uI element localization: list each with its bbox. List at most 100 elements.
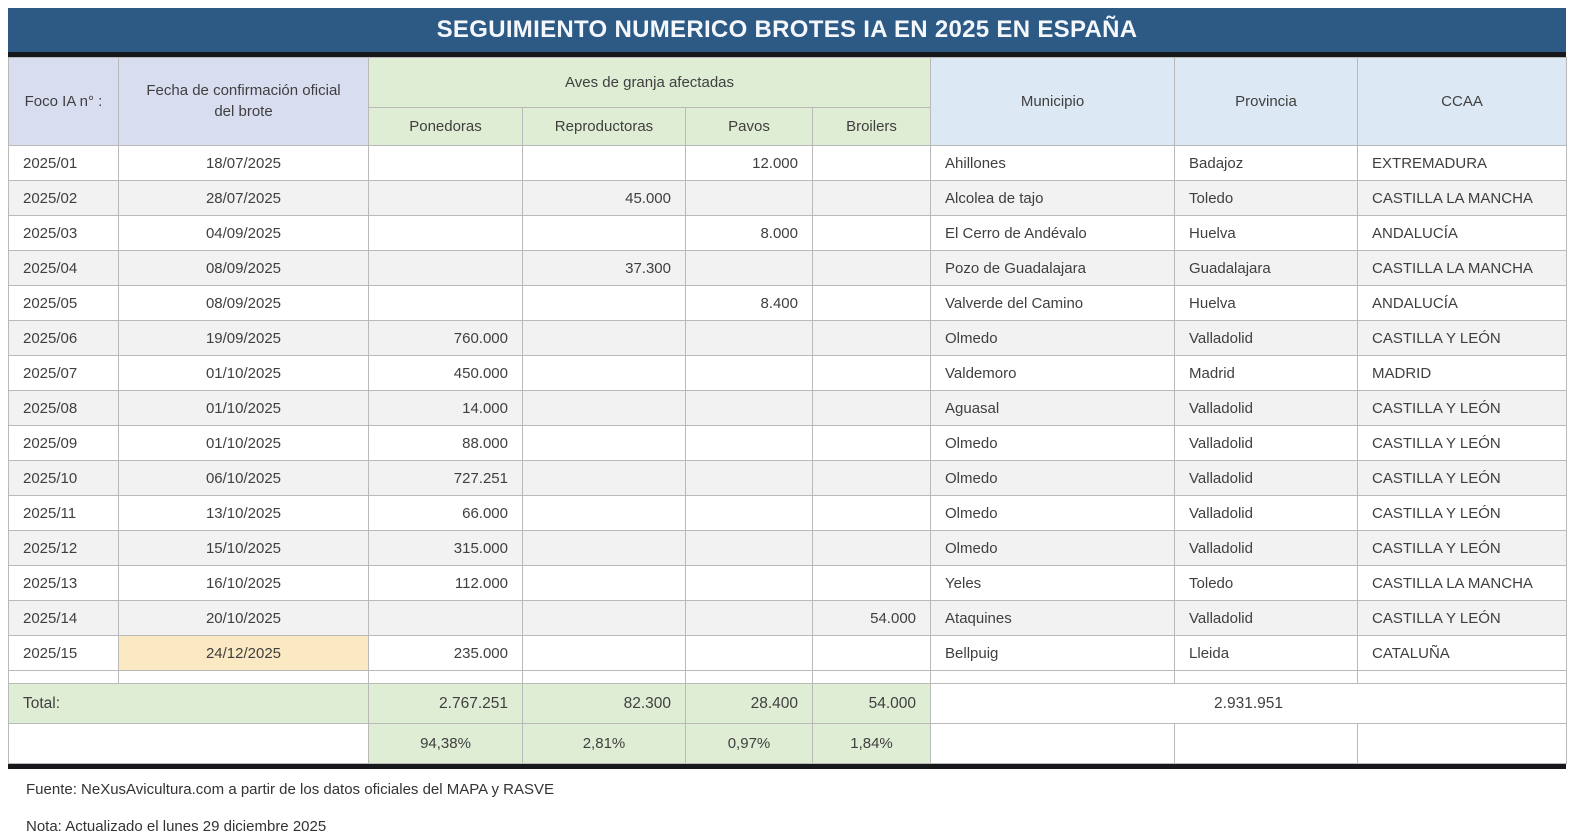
table-row: 2025/15 24/12/2025 235.000 Bellpuig Llei… [8,635,1568,671]
table-row: 2025/07 01/10/2025 450.000 Valdemoro Mad… [8,355,1568,391]
cell-ccaa: CASTILLA Y LEÓN [1357,460,1568,496]
total-reproductoras: 82.300 [522,683,686,724]
cell-fecha: 01/10/2025 [118,355,369,391]
col-header-fecha: Fecha de confirmación oficial del brote [118,57,369,146]
cell-ccaa: CASTILLA Y LEÓN [1357,425,1568,461]
cell-foco: 2025/03 [8,215,119,251]
cell-ccaa: CASTILLA LA MANCHA [1357,565,1568,601]
cell-ponedoras [368,250,523,286]
cell-foco: 2025/02 [8,180,119,216]
cell-provincia: Valladolid [1174,425,1359,461]
cell-ponedoras [368,600,523,636]
cell-fecha: 16/10/2025 [118,565,369,601]
cell-municipio: Valverde del Camino [930,285,1176,321]
cell-broilers [811,565,932,601]
cell-ccaa: MADRID [1357,355,1568,391]
cell-ponedoras [368,215,523,251]
cell-municipio: El Cerro de Andévalo [930,215,1176,251]
col-header-broilers: Broilers [811,107,932,146]
cell-provincia: Huelva [1174,285,1359,321]
pct-broilers: 1,84% [811,723,932,764]
cell-reproductoras [522,285,686,321]
cell-municipio: Ataquines [930,600,1176,636]
cell-ponedoras: 88.000 [368,425,523,461]
percentages-row: 94,38% 2,81% 0,97% 1,84% [8,723,1568,764]
cell-broilers [811,390,932,426]
cell-reproductoras [522,600,686,636]
cell-pavos [685,250,813,286]
table-row: 2025/10 06/10/2025 727.251 Olmedo Vallad… [8,460,1568,496]
cell-broilers [811,145,932,181]
cell-pavos [685,320,813,356]
cell-pavos: 8.000 [685,215,813,251]
cell-foco: 2025/01 [8,145,119,181]
cell-pavos [685,180,813,216]
col-header-aves-group: Aves de granja afectadas [367,57,932,108]
cell-reproductoras [522,495,686,531]
cell-fecha: 24/12/2025 [118,635,369,671]
cell-ponedoras: 235.000 [368,635,523,671]
cell-municipio: Bellpuig [930,635,1176,671]
cell-foco: 2025/12 [8,530,119,566]
cell-municipio: Olmedo [930,495,1176,531]
cell-broilers [811,495,932,531]
cell-provincia: Valladolid [1174,460,1359,496]
grand-total: 2.931.951 [930,683,1568,724]
cell-fecha: 15/10/2025 [118,530,369,566]
cell-foco: 2025/13 [8,565,119,601]
cell-provincia: Guadalajara [1174,250,1359,286]
table-header: Foco IA n° : Fecha de confirmación ofici… [8,57,1568,146]
pct-pavos: 0,97% [685,723,813,764]
cell-reproductoras [522,460,686,496]
cell-foco: 2025/08 [8,390,119,426]
source-note: Fuente: NeXusAvicultura.com a partir de … [26,781,555,798]
cell-fecha: 08/09/2025 [118,285,369,321]
table-row: 2025/06 19/09/2025 760.000 Olmedo Vallad… [8,320,1568,356]
col-header-provincia: Provincia [1174,57,1359,146]
cell-pavos [685,425,813,461]
cell-broilers [811,530,932,566]
table-row: 2025/03 04/09/2025 8.000 El Cerro de And… [8,215,1568,251]
cell-fecha: 20/10/2025 [118,600,369,636]
cell-provincia: Valladolid [1174,600,1359,636]
col-header-ponedoras: Ponedoras [368,107,523,146]
cell-provincia: Madrid [1174,355,1359,391]
total-pavos: 28.400 [685,683,813,724]
footer: Fuente: NeXusAvicultura.com a partir de … [8,769,1566,835]
cell-provincia: Valladolid [1174,320,1359,356]
cell-broilers: 54.000 [811,600,932,636]
pct-ponedoras: 94,38% [368,723,523,764]
cell-reproductoras [522,425,686,461]
table-body: 2025/01 18/07/2025 12.000 Ahillones Bada… [8,145,1568,671]
cell-broilers [811,285,932,321]
cell-ponedoras: 66.000 [368,495,523,531]
cell-broilers [811,180,932,216]
cell-municipio: Olmedo [930,320,1176,356]
cell-broilers [811,425,932,461]
cell-reproductoras [522,635,686,671]
table-row: 2025/11 13/10/2025 66.000 Olmedo Vallado… [8,495,1568,531]
cell-reproductoras: 37.300 [522,250,686,286]
cell-municipio: Alcolea de tajo [930,180,1176,216]
cell-foco: 2025/04 [8,250,119,286]
cell-pavos [685,565,813,601]
table-row: 2025/12 15/10/2025 315.000 Olmedo Vallad… [8,530,1568,566]
cell-ccaa: CASTILLA Y LEÓN [1357,390,1568,426]
report-title: SEGUIMIENTO NUMERICO BROTES IA EN 2025 E… [436,16,1138,43]
cell-foco: 2025/11 [8,495,119,531]
cell-ccaa: CASTILLA LA MANCHA [1357,250,1568,286]
cell-fecha: 18/07/2025 [118,145,369,181]
cell-municipio: Pozo de Guadalajara [930,250,1176,286]
cell-reproductoras [522,530,686,566]
cell-reproductoras [522,390,686,426]
cell-provincia: Toledo [1174,180,1359,216]
cell-reproductoras: 45.000 [522,180,686,216]
cell-pavos [685,495,813,531]
cell-foco: 2025/15 [8,635,119,671]
cell-provincia: Valladolid [1174,495,1359,531]
cell-broilers [811,635,932,671]
cell-reproductoras [522,320,686,356]
spacer-row [8,670,1568,684]
cell-ponedoras: 450.000 [368,355,523,391]
